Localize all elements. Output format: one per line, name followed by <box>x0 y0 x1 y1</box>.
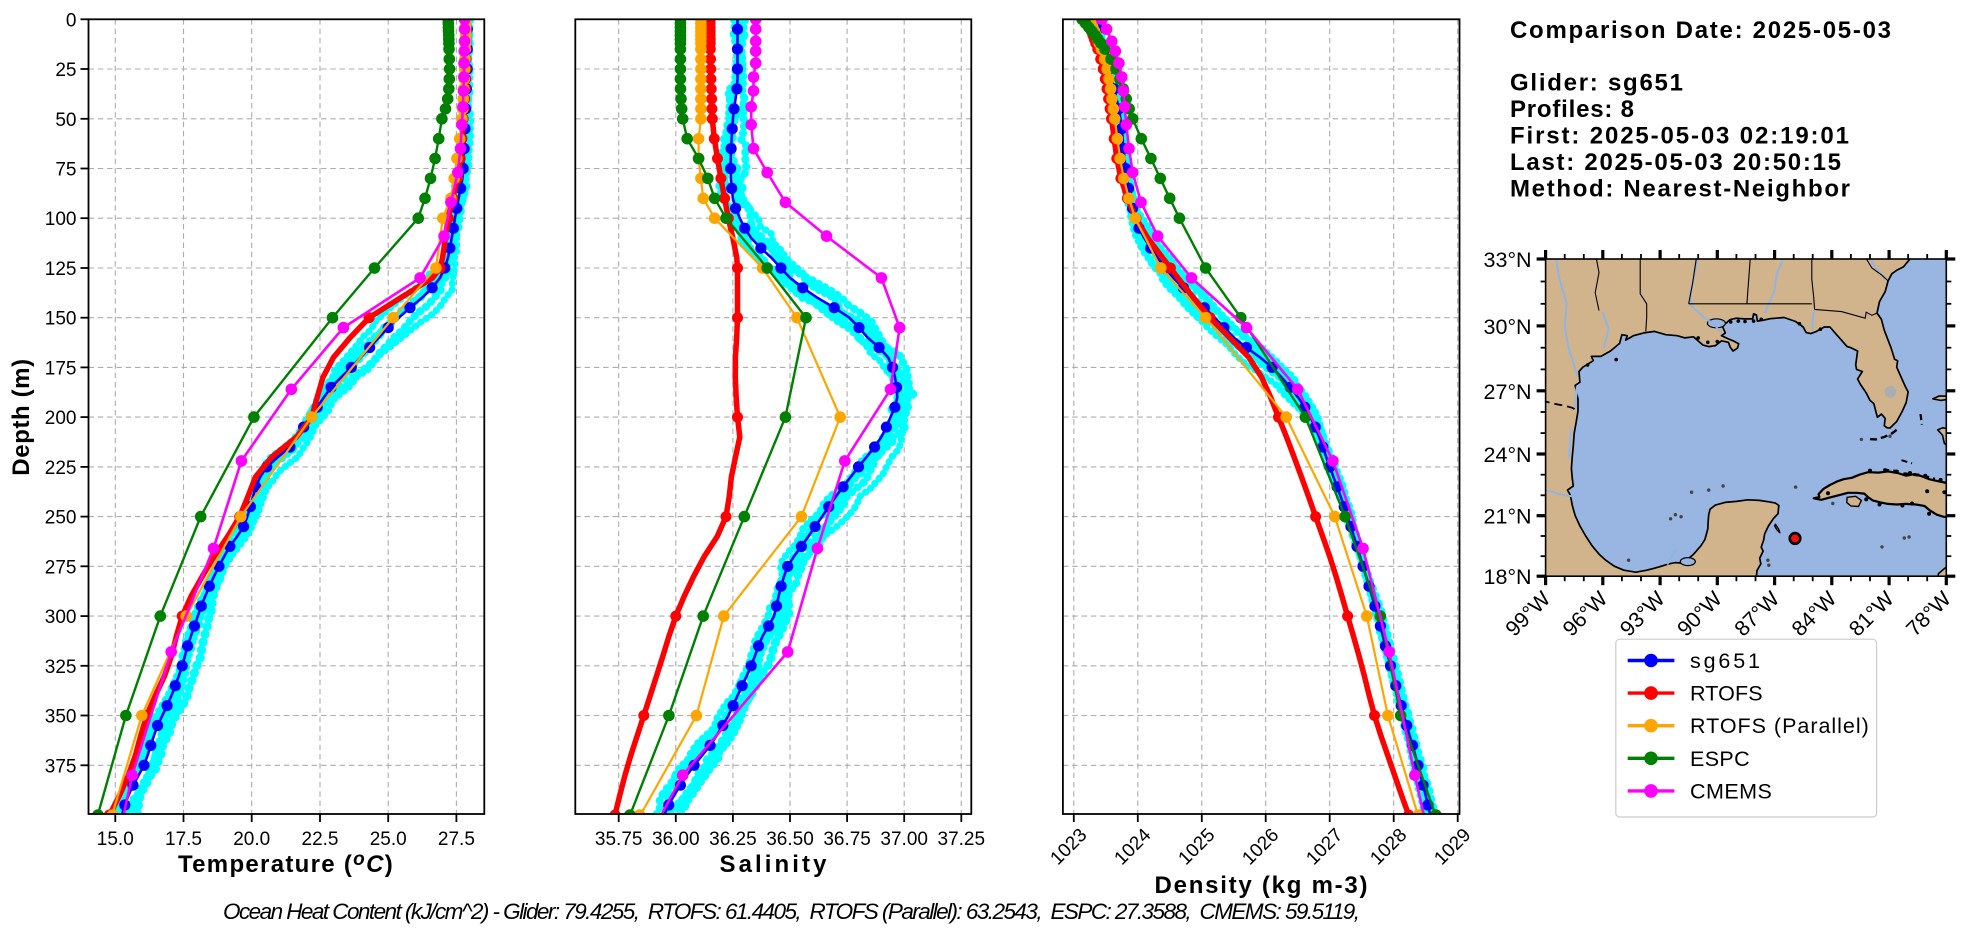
svg-text:225: 225 <box>45 458 77 479</box>
svg-text:375: 375 <box>45 756 77 777</box>
svg-text:24°N: 24°N <box>1484 443 1532 467</box>
svg-text:Ocean Heat Content (kJ/cm^2) -: Ocean Heat Content (kJ/cm^2) - Glider: 7… <box>223 899 1360 924</box>
svg-text:35.75: 35.75 <box>595 829 643 850</box>
svg-text:300: 300 <box>45 607 77 628</box>
svg-text:21°N: 21°N <box>1484 505 1532 529</box>
svg-text:Method: Nearest-Neighbor: Method: Nearest-Neighbor <box>1510 176 1850 203</box>
svg-text:25: 25 <box>55 60 76 81</box>
svg-text:Comparison Date: 2025-05-03: Comparison Date: 2025-05-03 <box>1510 17 1891 44</box>
svg-text:33°N: 33°N <box>1484 248 1532 272</box>
svg-text:20.0: 20.0 <box>233 829 270 850</box>
svg-text:27°N: 27°N <box>1484 380 1532 404</box>
svg-text:Glider: sg651: Glider: sg651 <box>1510 70 1683 97</box>
svg-text:150: 150 <box>45 309 77 330</box>
svg-text:RTOFS (Parallel): RTOFS (Parallel) <box>1690 714 1869 738</box>
svg-text:36.25: 36.25 <box>709 829 757 850</box>
svg-text:125: 125 <box>45 259 77 280</box>
svg-text:ESPC: ESPC <box>1690 747 1750 771</box>
svg-text:0: 0 <box>66 10 77 31</box>
svg-text:22.5: 22.5 <box>302 829 339 850</box>
svg-text:CMEMS: CMEMS <box>1690 779 1772 803</box>
svg-text:100: 100 <box>45 209 77 230</box>
svg-text:RTOFS: RTOFS <box>1690 682 1763 706</box>
svg-text:Profiles: 8: Profiles: 8 <box>1510 96 1634 123</box>
svg-text:250: 250 <box>45 508 77 529</box>
svg-text:Last: 2025-05-03 20:50:15: Last: 2025-05-03 20:50:15 <box>1510 149 1841 176</box>
svg-text:First: 2025-05-03 02:19:01: First: 2025-05-03 02:19:01 <box>1510 123 1849 150</box>
svg-text:350: 350 <box>45 707 77 728</box>
svg-text:37.25: 37.25 <box>938 829 986 850</box>
svg-text:18°N: 18°N <box>1484 565 1532 589</box>
svg-text:36.00: 36.00 <box>652 829 700 850</box>
svg-text:27.5: 27.5 <box>438 829 475 850</box>
svg-text:325: 325 <box>45 657 77 678</box>
svg-text:15.0: 15.0 <box>97 829 134 850</box>
svg-text:275: 275 <box>45 557 77 578</box>
svg-text:175: 175 <box>45 358 77 379</box>
svg-text:36.75: 36.75 <box>823 829 871 850</box>
svg-text:25.0: 25.0 <box>370 829 407 850</box>
svg-text:30°N: 30°N <box>1484 315 1532 339</box>
svg-text:75: 75 <box>55 160 76 181</box>
svg-text:sg651: sg651 <box>1690 649 1760 673</box>
svg-text:200: 200 <box>45 408 77 429</box>
svg-text:Density (kg m-3): Density (kg m-3) <box>1155 872 1368 899</box>
svg-text:37.00: 37.00 <box>880 829 928 850</box>
svg-text:Depth (m): Depth (m) <box>8 358 35 475</box>
svg-text:36.50: 36.50 <box>766 829 814 850</box>
svg-text:50: 50 <box>55 110 76 131</box>
svg-text:17.5: 17.5 <box>165 829 202 850</box>
